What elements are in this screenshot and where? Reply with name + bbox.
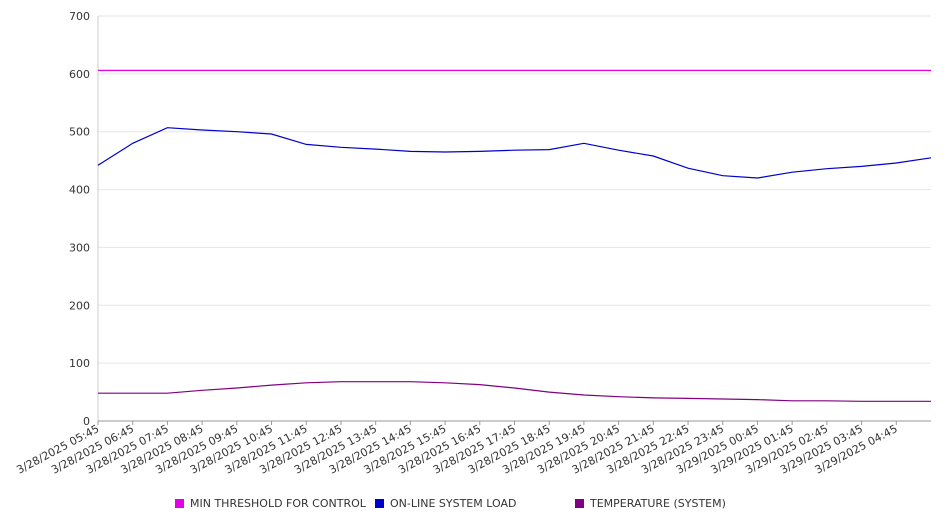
legend-label: TEMPERATURE (SYSTEM) bbox=[590, 497, 726, 510]
series-line-3 bbox=[98, 381, 931, 402]
legend: MIN THRESHOLD FOR CONTROL ON-LINE SYSTEM… bbox=[0, 497, 946, 515]
y-tick-label: 600 bbox=[69, 68, 90, 81]
legend-label: MIN THRESHOLD FOR CONTROL bbox=[190, 497, 366, 510]
y-tick-label: 200 bbox=[69, 299, 90, 312]
legend-swatch bbox=[375, 499, 384, 508]
y-tick-label: 500 bbox=[69, 126, 90, 139]
series-lines bbox=[97, 69, 932, 402]
y-tick-label: 400 bbox=[69, 184, 90, 197]
y-tick-label: 700 bbox=[69, 10, 90, 23]
legend-label: ON-LINE SYSTEM LOAD bbox=[390, 497, 517, 510]
legend-item-temperature[interactable]: TEMPERATURE (SYSTEM) bbox=[575, 497, 726, 510]
legend-swatch bbox=[175, 499, 184, 508]
y-tick-label: 100 bbox=[69, 357, 90, 370]
legend-item-min-threshold[interactable]: MIN THRESHOLD FOR CONTROL bbox=[175, 497, 366, 510]
series-line-2 bbox=[97, 127, 932, 179]
axes bbox=[97, 16, 931, 425]
grid-lines bbox=[98, 15, 931, 364]
legend-item-system-load[interactable]: ON-LINE SYSTEM LOAD bbox=[375, 497, 516, 510]
y-tick-label: 300 bbox=[69, 241, 90, 254]
y-tick-label: 0 bbox=[83, 415, 90, 428]
x-tick-labels: 3/28/2025 05:453/28/2025 06:453/28/2025 … bbox=[14, 422, 899, 476]
y-tick-labels: 0 100 200 300 400 500 600 700 bbox=[69, 10, 90, 428]
legend-swatch bbox=[575, 499, 584, 508]
